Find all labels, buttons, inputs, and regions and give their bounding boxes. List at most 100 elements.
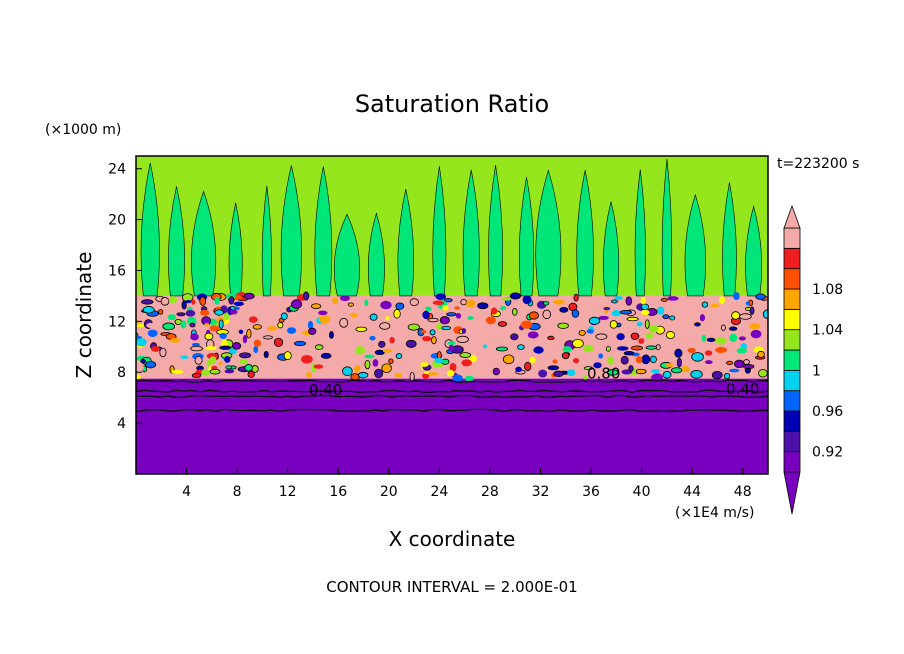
- cloud-speckle: [209, 368, 221, 375]
- cloud-speckle: [734, 359, 745, 369]
- colorbar-tick-label: 0.92: [812, 445, 843, 461]
- cloud-speckle: [140, 358, 147, 364]
- cloud-speckle: [586, 329, 594, 334]
- cloud-speckle: [729, 333, 738, 342]
- cloud-speckle: [378, 340, 386, 348]
- cloud-speckle: [595, 333, 608, 340]
- cloud-speckle: [495, 346, 509, 352]
- colorbar-band: [783, 410, 801, 432]
- cloud-speckle: [628, 365, 634, 372]
- cloud-speckle: [424, 371, 429, 375]
- cloud-speckle: [293, 340, 307, 346]
- x-tick-label: 48: [734, 484, 752, 500]
- cloud-speckle: [704, 360, 713, 365]
- cloud-speckle: [211, 365, 218, 370]
- cloud-speckle: [645, 339, 651, 346]
- cloud-speckle: [583, 375, 588, 380]
- contour-label: 0.40: [309, 381, 342, 399]
- cloud-speckle: [442, 305, 449, 311]
- cloud-speckle: [528, 311, 539, 320]
- cloud-speckle: [750, 329, 762, 339]
- cloud-speckle: [619, 309, 633, 315]
- cloud-speckle: [190, 345, 203, 352]
- cloud-speckle: [648, 324, 659, 333]
- cloud-speckle: [520, 320, 533, 329]
- upper-streak: [684, 193, 706, 297]
- cloud-speckle: [745, 301, 751, 306]
- cloud-speckle: [435, 293, 447, 300]
- contour-label: 0.80: [587, 365, 620, 383]
- cloud-speckle: [429, 329, 436, 336]
- cloud-speckle: [224, 369, 235, 374]
- cloud-speckle: [448, 344, 454, 352]
- cloud-speckle: [339, 295, 350, 302]
- cloud-speckle: [425, 306, 432, 312]
- cloud-speckle: [206, 360, 212, 367]
- cloud-speckle: [694, 322, 701, 327]
- cloud-speckle: [687, 347, 696, 353]
- cloud-speckle: [567, 369, 576, 377]
- cloud-speckle: [456, 335, 469, 343]
- cloud-speckle: [145, 360, 157, 369]
- plot-area: [136, 156, 768, 474]
- cloud-speckle: [219, 332, 227, 340]
- cloud-speckle: [645, 332, 653, 339]
- cloud-speckle: [611, 310, 622, 317]
- cloud-speckle: [660, 297, 668, 302]
- cloud-speckle: [181, 300, 187, 310]
- cloud-speckle: [598, 353, 604, 359]
- upper-streak: [333, 213, 360, 297]
- cloud-speckle: [380, 300, 392, 310]
- cloud-speckle: [422, 336, 432, 342]
- upper-streak: [140, 162, 160, 297]
- cloud-speckle: [552, 359, 558, 364]
- cloud-speckle: [500, 306, 507, 311]
- cloud-speckle: [461, 359, 472, 367]
- colorbar-labels: 0.92 0.96 1 1.04 1.08: [812, 282, 843, 461]
- y-tick-label: 24: [108, 162, 126, 178]
- cloud-speckle: [252, 324, 262, 330]
- cloud-speckle: [422, 310, 430, 320]
- cloud-speckle: [515, 366, 522, 373]
- cloud-speckle: [308, 327, 317, 335]
- cloud-speckle: [239, 359, 248, 365]
- upper-streak: [576, 170, 594, 297]
- cloud-speckle: [233, 306, 240, 311]
- cloud-speckle: [583, 366, 594, 371]
- cloud-speckle: [718, 296, 726, 304]
- cloud-speckle: [572, 357, 580, 364]
- upper-streak: [168, 186, 185, 297]
- cloud-speckle: [553, 299, 565, 305]
- cloud-speckle: [379, 322, 391, 330]
- cloud-speckle: [691, 352, 704, 362]
- cloud-speckle: [446, 370, 455, 377]
- cloud-speckle: [562, 346, 572, 353]
- cloud-speckle: [522, 295, 532, 305]
- x-tick-label: 16: [329, 484, 347, 500]
- time-label: t=223200 s: [777, 156, 859, 172]
- cloud-speckle: [745, 306, 752, 311]
- cloud-speckle: [706, 337, 716, 342]
- cloud-speckle: [420, 330, 427, 334]
- cloud-speckle: [616, 346, 629, 351]
- cloud-speckle: [559, 307, 569, 313]
- cloud-speckle: [758, 369, 768, 378]
- cloud-speckle: [728, 326, 738, 331]
- cloud-speckle: [357, 371, 369, 379]
- cloud-speckle: [466, 299, 476, 308]
- cloud-speckle: [547, 365, 560, 371]
- colorbar-tick-label: 1.08: [812, 282, 843, 298]
- cloud-speckle: [538, 369, 548, 378]
- cloud-speckle: [477, 302, 489, 310]
- cloud-speckle: [635, 368, 647, 375]
- x-unit-label: (×1E4 m/s): [675, 505, 754, 521]
- cloud-speckle: [189, 322, 196, 328]
- cloud-speckle: [136, 338, 147, 347]
- cloud-speckle: [388, 358, 394, 365]
- cloud-speckle: [731, 311, 741, 320]
- cloud-speckle: [742, 364, 755, 370]
- contour-line: [136, 389, 768, 393]
- cloud-speckle: [263, 350, 269, 359]
- y-tick-label: 8: [117, 365, 126, 381]
